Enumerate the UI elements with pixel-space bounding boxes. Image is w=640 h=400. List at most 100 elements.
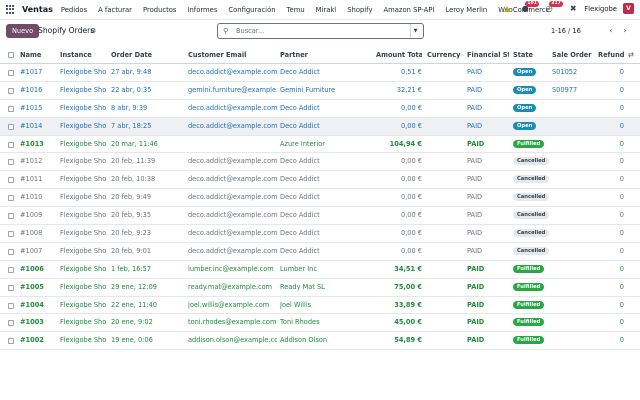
search-input[interactable]: Buscar... xyxy=(236,27,265,35)
cell-financial-status: PAID xyxy=(467,264,485,273)
cell-partner: Deco Addict xyxy=(280,68,320,76)
state-badge: Fulfilled xyxy=(513,282,545,291)
row-checkbox[interactable] xyxy=(8,177,14,184)
col-header-sale-order[interactable]: Sale Order xyxy=(552,51,592,59)
row-checkbox[interactable] xyxy=(8,87,14,94)
state-badge: Open xyxy=(513,85,537,94)
cell-customer-email: deco.addict@example.com xyxy=(188,121,277,130)
debug-tools-icon[interactable]: ✖ xyxy=(569,3,577,13)
cell-partner: Deco Addict xyxy=(280,246,320,255)
cell-partner: Deco Addict xyxy=(280,175,320,184)
optional-columns-icon[interactable]: ⇄ xyxy=(628,51,634,59)
cell-order-date: 20 feb, 9:01 xyxy=(111,246,152,255)
cell-instance: Flexigobe Sho... xyxy=(60,264,107,273)
col-header-order-date[interactable]: Order Date xyxy=(111,51,153,59)
table-row[interactable]: #1016 Flexigobe Sho... 22 abr, 0:35 gemini.… xyxy=(0,82,640,100)
table-row[interactable]: #1004 Flexigobe Sho... 22 ene, 11:40 joel.w… xyxy=(0,297,640,315)
menu-item-productos[interactable]: Productos xyxy=(142,5,177,14)
cell-refunds: 0 xyxy=(619,336,624,345)
state-badge: Fulfilled xyxy=(513,300,545,309)
row-checkbox[interactable] xyxy=(8,302,14,309)
pager-next-icon[interactable]: › xyxy=(623,26,627,35)
table-row[interactable]: #1007 Flexigobe Sho... 20 feb, 9:01 deco.ad… xyxy=(0,243,640,261)
table-row[interactable]: #1005 Flexigobe Sho... 29 ene, 12:09 ready.… xyxy=(0,279,640,297)
row-checkbox[interactable] xyxy=(8,70,14,76)
gear-icon[interactable]: ⚙ xyxy=(90,27,97,35)
row-checkbox[interactable] xyxy=(8,266,14,273)
search-icon: ⚲ xyxy=(223,27,229,35)
col-header-refunds[interactable]: Refunds xyxy=(598,51,624,59)
new-button[interactable]: Nuevo xyxy=(6,24,40,38)
cell-financial-status: PAID xyxy=(467,336,485,345)
top-navbar: Ventas Pedidos A facturar Productos Info… xyxy=(0,0,640,20)
row-checkbox[interactable] xyxy=(8,105,14,112)
row-checkbox[interactable] xyxy=(8,320,14,327)
menu-item-a-facturar[interactable]: A facturar xyxy=(98,5,132,14)
menu-item-informes[interactable]: Informes xyxy=(187,5,218,14)
row-checkbox[interactable] xyxy=(8,248,14,255)
row-checkbox[interactable] xyxy=(8,284,14,291)
menu-item-pedidos[interactable]: Pedidos xyxy=(60,5,88,14)
row-checkbox[interactable] xyxy=(8,231,14,238)
table-row[interactable]: #1010 Flexigobe Sho... 20 feb, 9:49 deco.ad… xyxy=(0,189,640,208)
col-header-partner[interactable]: Partner xyxy=(280,51,308,59)
row-checkbox[interactable] xyxy=(8,213,14,220)
cell-state: Open xyxy=(513,100,551,118)
cell-order-name: #1009 xyxy=(20,211,43,220)
col-header-amount-total[interactable]: Amount Total xyxy=(376,51,422,59)
row-checkbox[interactable] xyxy=(8,338,14,345)
cell-order-date: 22 ene, 11:40 xyxy=(111,300,157,309)
table-row[interactable]: #1017 Flexigobe Sho... 27 abr, 9:48 deco.ad… xyxy=(0,64,640,82)
table-row[interactable]: #1003 Flexigobe Sho... 20 ene, 9:02 toni.rh… xyxy=(0,314,640,333)
menu-item-mirakl[interactable]: Mirakl xyxy=(315,5,337,14)
table-row[interactable]: #1006 Flexigobe Sho... 1 feb, 16:57 lumber.… xyxy=(0,261,640,279)
cell-order-date: 20 feb, 9:23 xyxy=(111,229,152,238)
tools-icon[interactable]: ▲ xyxy=(504,3,511,13)
table-row[interactable]: #1014 Flexigobe Sho... 7 abr, 18:25 deco.ad… xyxy=(0,117,640,136)
col-header-currency[interactable]: Currency xyxy=(427,51,461,59)
search-options-dropdown-icon[interactable]: ▼ xyxy=(410,24,420,38)
col-header-customer-email[interactable]: Customer Email xyxy=(188,51,247,59)
activity-clock-icon[interactable]: ◷ 317 xyxy=(545,0,563,13)
cell-customer-email: lumber.inc@example.com xyxy=(188,264,274,273)
user-avatar[interactable]: V xyxy=(623,3,634,14)
pager-prev-icon[interactable]: ‹ xyxy=(609,26,613,35)
chat-icon[interactable]: ● 101 xyxy=(521,0,539,13)
cell-financial-status: PAID xyxy=(467,229,483,238)
table-row[interactable]: #1009 Flexigobe Sho... 20 feb, 9:35 deco.ad… xyxy=(0,207,640,226)
table-row[interactable]: #1008 Flexigobe Sho... 20 feb, 9:23 deco.ad… xyxy=(0,225,640,243)
menu-item-shopify[interactable]: Shopify xyxy=(347,5,373,14)
cell-refunds: 0 xyxy=(619,139,624,148)
row-checkbox[interactable] xyxy=(8,159,14,166)
apps-grid-icon[interactable] xyxy=(6,4,16,15)
col-header-financial-status[interactable]: Financial St... xyxy=(467,51,509,59)
cell-customer-email: deco.addict@example.com xyxy=(188,68,277,76)
table-row[interactable]: #1012 Flexigobe Sho... 20 feb, 11:39 deco.a… xyxy=(0,153,640,172)
row-checkbox[interactable] xyxy=(8,141,14,148)
menu-item-woocommerce[interactable]: WooCommerce xyxy=(498,5,550,14)
company-name[interactable]: Flexigobe xyxy=(584,4,617,13)
cell-partner: Joel Willis xyxy=(280,300,312,309)
col-header-instance[interactable]: Instance xyxy=(60,51,92,59)
cell-sale-order: S00977 xyxy=(552,85,578,94)
row-checkbox[interactable] xyxy=(8,195,14,202)
cell-customer-email: deco.addict@example.com xyxy=(188,157,277,166)
menu-item-leroy-merlin[interactable]: Leroy Merlin xyxy=(445,5,488,14)
menu-item-temu[interactable]: Temu xyxy=(286,5,305,14)
table-row[interactable]: #1013 Flexigobe Sho... 20 mar, 11:46 Azure … xyxy=(0,136,640,154)
col-header-state[interactable]: State xyxy=(513,51,533,59)
table-row[interactable]: #1015 Flexigobe Sho... 8 abr, 9:39 deco.add… xyxy=(0,100,640,118)
table-row[interactable]: #1002 Flexigobe Sho... 19 ene, 0:06 addison… xyxy=(0,332,640,351)
select-all-checkbox[interactable] xyxy=(8,52,14,58)
cell-refunds: 0 xyxy=(619,85,624,94)
cell-amount-total: 45,00 € xyxy=(394,318,422,327)
search-bar[interactable]: ⚲ Buscar... ▼ xyxy=(217,23,424,39)
cell-order-name: #1008 xyxy=(20,229,43,238)
table-row[interactable]: #1011 Flexigobe Sho... 20 feb, 10:38 deco.a… xyxy=(0,171,640,190)
pager-value[interactable]: 1-16 / 16 xyxy=(551,27,581,35)
menu-item-configuracion[interactable]: Configuración xyxy=(228,5,276,14)
col-header-name[interactable]: Name xyxy=(20,51,42,59)
menu-item-amazon[interactable]: Amazon SP-API xyxy=(383,5,435,14)
app-name[interactable]: Ventas xyxy=(22,5,53,14)
row-checkbox[interactable] xyxy=(8,123,14,130)
